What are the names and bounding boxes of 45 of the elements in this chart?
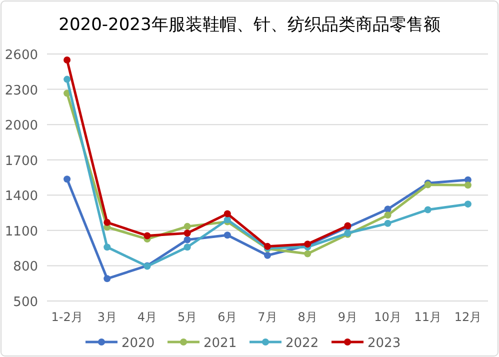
y-tick-label: 1100 (4, 224, 38, 240)
x-tick-label: 11月 (414, 310, 442, 324)
x-tick-label: 9月 (338, 310, 358, 324)
point (184, 244, 191, 251)
x-tick-label: 7月 (258, 310, 278, 324)
point (104, 218, 111, 226)
point (184, 230, 191, 237)
point (424, 206, 432, 214)
point (384, 220, 392, 227)
point (184, 222, 191, 230)
chart-title: 2020-2023年服装鞋帽、针、纺织品类商品零售额 (58, 15, 440, 35)
y-tick-label: 500 (13, 295, 38, 310)
x-tick-label: 8月 (298, 310, 318, 324)
point (464, 182, 472, 189)
point (264, 252, 271, 259)
x-tick-label: 3月 (97, 310, 117, 324)
y-tick-label: 2600 (4, 48, 38, 63)
legend-label: 2022 (286, 336, 319, 351)
point (144, 232, 151, 240)
y-tick-label: 2300 (4, 83, 38, 98)
x-tick-label: 10月 (374, 310, 402, 324)
x-tick-label: 1-2月 (51, 310, 83, 324)
point (224, 210, 231, 218)
point (384, 206, 392, 213)
point (304, 250, 312, 258)
point (64, 56, 71, 64)
x-tick-label: 4月 (137, 310, 158, 324)
y-tick-label: 1400 (4, 189, 38, 204)
y-tick-label: 1700 (4, 154, 38, 169)
point (384, 212, 392, 219)
x-tick-label: 5月 (178, 310, 198, 324)
point (464, 200, 472, 208)
point (64, 76, 71, 83)
legend-label: 2020 (122, 336, 155, 351)
y-tick-label: 2000 (4, 118, 38, 134)
point (104, 244, 111, 251)
point (224, 232, 231, 239)
x-tick-label: 6月 (218, 310, 238, 324)
point (184, 236, 191, 244)
y-tick-label: 800 (13, 260, 38, 275)
legend-label: 2023 (368, 336, 401, 351)
x-tick-label: 12月 (454, 310, 482, 324)
legend-label: 2021 (204, 336, 237, 351)
point (104, 275, 111, 282)
point (64, 176, 71, 183)
